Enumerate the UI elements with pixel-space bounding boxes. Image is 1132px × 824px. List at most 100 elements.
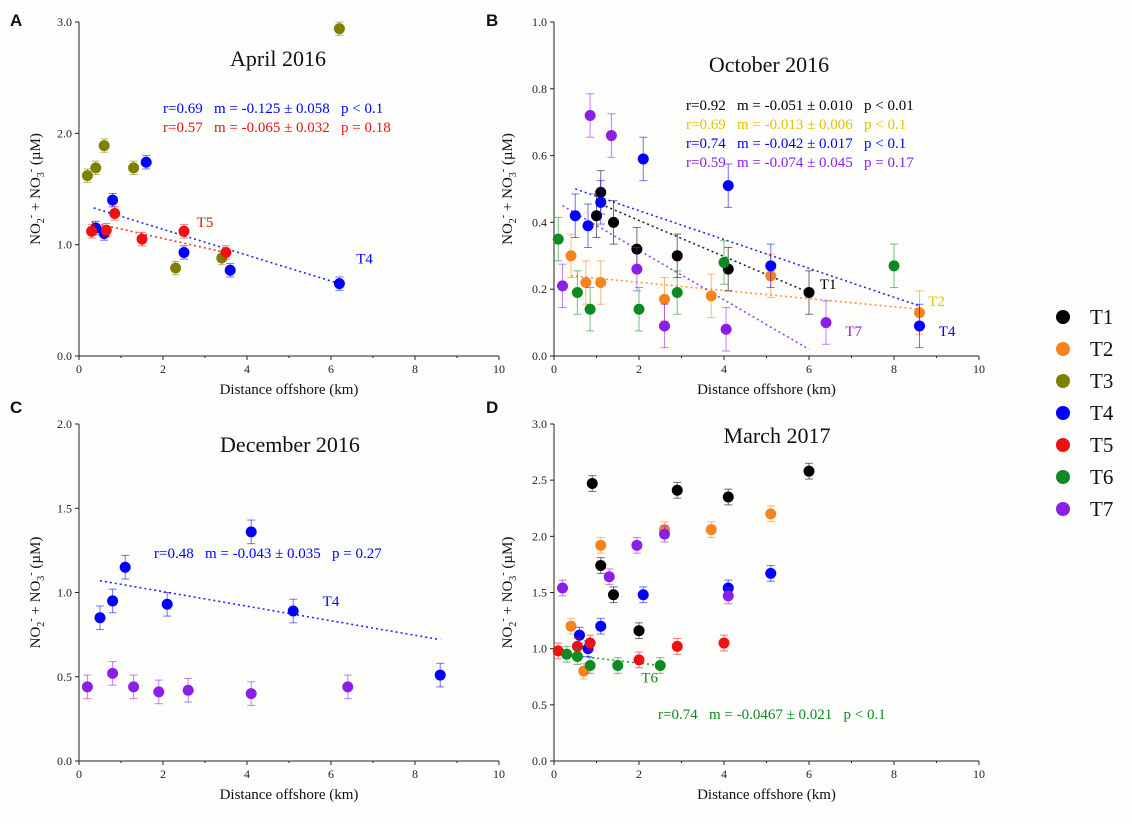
- legend-marker: [1056, 310, 1070, 324]
- regression-stats: r=0.59 m = -0.074 ± 0.045 p = 0.17: [686, 155, 914, 171]
- data-point: [94, 612, 106, 624]
- y-tick-label: 2.0: [57, 417, 72, 431]
- data-point: [584, 303, 596, 315]
- y-tick-label: 1.5: [57, 501, 72, 515]
- x-tick-label: 8: [412, 767, 418, 781]
- y-tick-label: 2.5: [532, 473, 547, 487]
- data-point: [224, 264, 236, 276]
- series-label: T4: [939, 324, 956, 340]
- data-point: [582, 220, 594, 232]
- panel-c: C 0 2 4 6 8 10 0.0 0.5 1.0 1.5 2.0 Distance offshore…: [10, 398, 505, 803]
- chart-title: December 2016: [220, 432, 360, 457]
- regression-stats: r=0.69 m = -0.013 ± 0.006 p < 0.1: [686, 117, 906, 133]
- regression-stats: r=0.69 m = -0.125 ± 0.058 p < 0.1: [163, 101, 383, 117]
- panel-letter: A: [10, 11, 22, 30]
- data-point: [595, 196, 607, 208]
- data-point: [81, 681, 93, 693]
- y-tick-label: 0.6: [532, 149, 547, 163]
- series-t5: [86, 206, 232, 260]
- x-tick-label: 10: [973, 362, 985, 376]
- y-tick-label: 0.0: [57, 754, 72, 768]
- data-point: [565, 620, 577, 632]
- data-point: [557, 280, 568, 292]
- data-point: [561, 648, 573, 660]
- data-point: [136, 233, 148, 245]
- regression-stats: r=0.92 m = -0.051 ± 0.010 p < 0.01: [686, 98, 914, 114]
- legend: T1 T2 T3 T4 T5 T6 T7: [1056, 305, 1114, 521]
- x-tick-label: 10: [493, 362, 505, 376]
- panel-d: D 0 2 4 6 8 10 0.0 0.5 1.0 1.5 2.0 2.5 3.0 Distance of…: [486, 398, 985, 803]
- x-tick-label: 0: [551, 767, 557, 781]
- data-point: [565, 250, 577, 262]
- data-point: [705, 524, 717, 536]
- y-tick-label: 0.5: [57, 670, 72, 684]
- x-tick-label: 0: [76, 767, 82, 781]
- data-point: [718, 637, 730, 649]
- data-point: [595, 277, 607, 289]
- data-point: [161, 598, 173, 610]
- x-axis-label: Distance offshore (km): [697, 382, 836, 398]
- legend-marker: [1056, 438, 1070, 452]
- regression-stats: r=0.48 m = -0.043 ± 0.035 p = 0.27: [154, 546, 382, 562]
- x-tick-label: 0: [76, 362, 82, 376]
- data-point: [140, 156, 152, 168]
- data-point: [107, 595, 119, 607]
- data-point: [633, 303, 645, 315]
- panel-letter: C: [10, 398, 22, 417]
- x-tick-label: 8: [891, 767, 897, 781]
- data-point: [671, 484, 683, 496]
- x-tick-label: 8: [891, 362, 897, 376]
- data-point: [720, 323, 732, 335]
- panel-letter: D: [486, 398, 498, 417]
- x-tick-label: 10: [973, 767, 985, 781]
- y-tick-label: 1.0: [532, 642, 547, 656]
- series-label: T1: [820, 277, 837, 293]
- data-point: [605, 130, 617, 142]
- data-point: [671, 250, 683, 262]
- data-point: [584, 637, 596, 649]
- data-point: [671, 640, 683, 652]
- y-tick-label: 2.0: [57, 126, 72, 140]
- data-point: [705, 290, 717, 302]
- data-point: [128, 162, 140, 174]
- legend-marker: [1056, 470, 1070, 484]
- data-point: [765, 508, 777, 520]
- series-t1: [586, 462, 815, 640]
- data-point: [722, 180, 734, 192]
- y-tick-label: 0.4: [532, 215, 547, 229]
- y-tick-label: 0.5: [532, 698, 547, 712]
- series-t4: [90, 155, 345, 291]
- x-tick-label: 6: [806, 767, 812, 781]
- series-label: T2: [928, 294, 945, 310]
- series-t2: [565, 233, 925, 335]
- regression-stats: r=0.57 m = -0.065 ± 0.032 p = 0.18: [163, 120, 391, 136]
- data-point: [671, 287, 683, 299]
- data-point: [245, 688, 257, 700]
- series-label: T4: [323, 594, 340, 610]
- series-t4: [569, 136, 925, 349]
- x-tick-label: 0: [551, 362, 557, 376]
- data-point: [178, 246, 190, 258]
- series-label: T5: [197, 215, 214, 231]
- x-tick-label: 4: [721, 362, 727, 376]
- y-tick-label: 0.8: [532, 82, 547, 96]
- y-tick-label: 1.0: [57, 586, 72, 600]
- data-point: [569, 210, 581, 222]
- data-point: [608, 216, 619, 228]
- x-tick-label: 2: [636, 362, 642, 376]
- series-t4: [94, 519, 446, 688]
- data-point: [170, 262, 182, 274]
- x-tick-label: 2: [160, 362, 166, 376]
- chart-title: March 2017: [724, 423, 831, 448]
- data-point: [574, 629, 585, 641]
- panel-a: A 0 2 4 6 8 10 0.0 1.0 2.0 3.0 Distance offshore (k…: [10, 11, 505, 398]
- data-point: [245, 526, 257, 538]
- data-point: [718, 256, 730, 268]
- data-point: [888, 260, 900, 272]
- data-point: [608, 589, 619, 601]
- y-tick-label: 1.0: [57, 238, 72, 252]
- data-point: [342, 681, 354, 693]
- data-point: [90, 162, 102, 174]
- x-tick-label: 2: [636, 767, 642, 781]
- data-point: [654, 660, 666, 672]
